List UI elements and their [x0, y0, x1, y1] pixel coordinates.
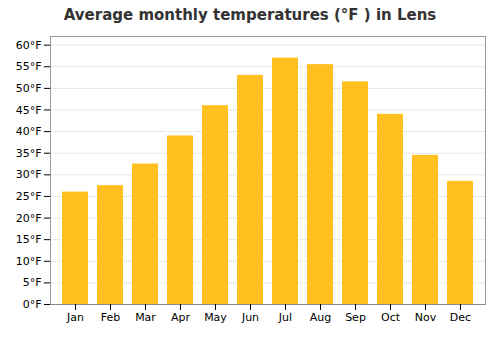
- svg-text:55°F: 55°F: [16, 60, 42, 73]
- svg-text:Jan: Jan: [66, 311, 84, 324]
- svg-text:Feb: Feb: [101, 311, 120, 324]
- svg-text:0°F: 0°F: [23, 298, 42, 311]
- svg-text:Nov: Nov: [415, 311, 437, 324]
- svg-text:30°F: 30°F: [16, 168, 42, 181]
- svg-text:Mar: Mar: [135, 311, 156, 324]
- svg-text:Jul: Jul: [278, 311, 292, 324]
- svg-text:Sep: Sep: [345, 311, 366, 324]
- svg-text:20°F: 20°F: [16, 212, 42, 225]
- svg-text:Jun: Jun: [241, 311, 259, 324]
- svg-text:60°F: 60°F: [16, 39, 42, 52]
- svg-text:Dec: Dec: [450, 311, 471, 324]
- svg-text:15°F: 15°F: [16, 233, 42, 246]
- svg-text:Aug: Aug: [310, 311, 331, 324]
- svg-text:50°F: 50°F: [16, 82, 42, 95]
- svg-text:25°F: 25°F: [16, 190, 42, 203]
- svg-text:40°F: 40°F: [16, 125, 42, 138]
- svg-text:45°F: 45°F: [16, 104, 42, 117]
- svg-text:Apr: Apr: [171, 311, 191, 324]
- svg-text:5°F: 5°F: [23, 276, 42, 289]
- svg-text:35°F: 35°F: [16, 147, 42, 160]
- svg-text:10°F: 10°F: [16, 255, 42, 268]
- svg-text:May: May: [204, 311, 227, 324]
- svg-text:Oct: Oct: [381, 311, 401, 324]
- html-text:Average monthly temperatures (: Average monthly temperatures (°F ) in Le…: [63, 6, 437, 24]
